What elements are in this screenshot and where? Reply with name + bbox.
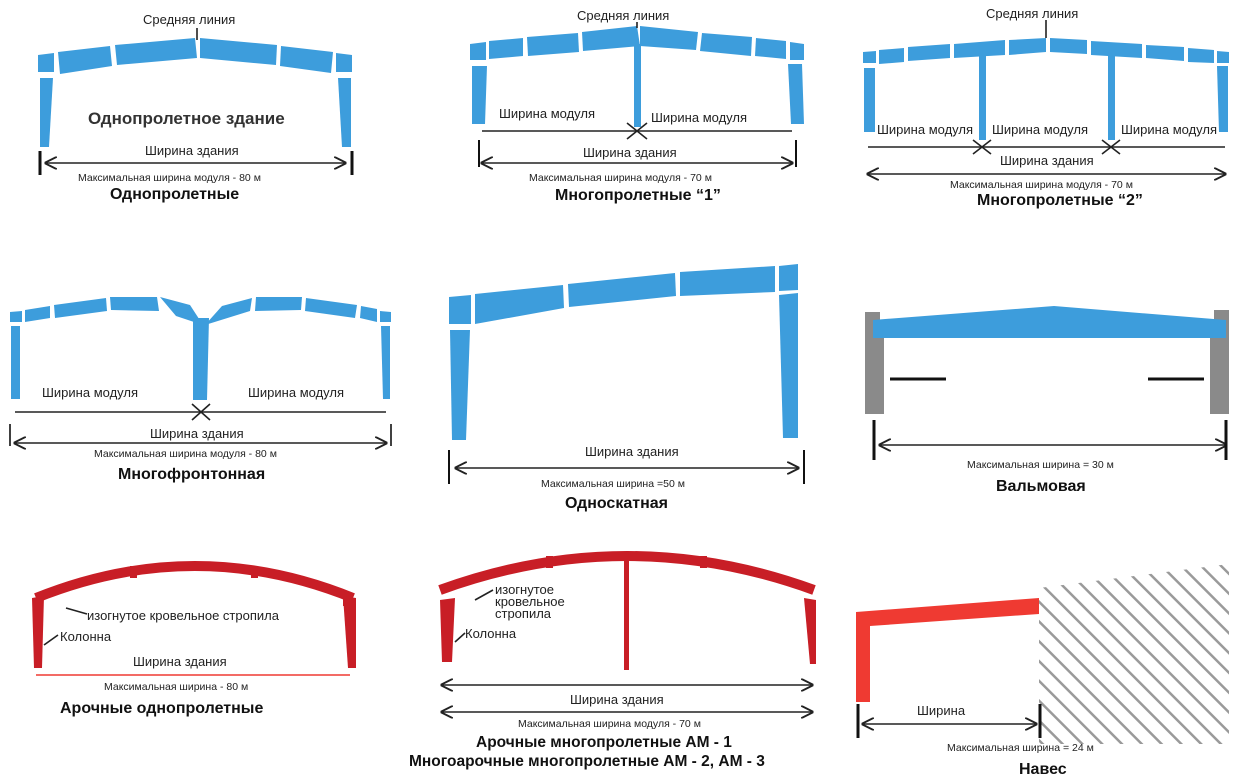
building-width-label: Ширина здания	[133, 654, 227, 669]
arch-multi-frame	[438, 551, 816, 670]
diagram-title: Арочные однопролетные	[60, 700, 263, 717]
max-width-label: Максимальная ширина =50 м	[541, 478, 685, 490]
max-width-label: Максимальная ширина = 30 м	[967, 459, 1114, 471]
rafter-label-1: изогнутое	[495, 582, 554, 597]
diagram-title-2: Многоарочные многопролетные АМ - 2, АМ -…	[409, 753, 765, 770]
diagram-arch-single-span: изогнутое кровельное стропила Колонна Ши…	[32, 561, 356, 717]
diagram-title: Вальмовая	[996, 478, 1086, 495]
diagram-multi-span-1: Средняя линия Ширина модуля Ширина модул…	[470, 8, 804, 204]
column-label: Колонна	[60, 629, 112, 644]
diagram-multi-gable: Ширина модуля Ширина модуля Ширина здани…	[9, 297, 392, 483]
max-width-label: Максимальная ширина модуля - 80 м	[78, 172, 261, 184]
rafter-pointer	[65, 607, 88, 615]
module-width-3-label: Ширина модуля	[1121, 122, 1217, 137]
building-width-label: Ширина здания	[585, 444, 679, 459]
diagram-title: Навес	[1019, 761, 1067, 778]
single-span-frame	[38, 38, 352, 147]
dimension-cross	[972, 139, 992, 155]
max-width-label: Максимальная ширина модуля - 80 м	[94, 448, 277, 460]
centerline-label: Средняя линия	[143, 12, 235, 27]
building-width-label: Ширина здания	[583, 145, 677, 160]
building-width-label: Ширина здания	[150, 426, 244, 441]
diagram-hip-roof: Максимальная ширина = 30 м Вальмовая	[865, 306, 1229, 495]
single-span-inner-label: Однопролетное здание	[88, 109, 285, 128]
multi-span-1-frame	[470, 26, 804, 127]
centerline-label: Средняя линия	[577, 8, 669, 23]
canopy-frame	[856, 598, 1039, 702]
building-width-label: Ширина здания	[570, 692, 664, 707]
module-width-right-label: Ширина модуля	[651, 110, 747, 125]
hip-roof	[873, 306, 1226, 338]
arch-single-frame	[32, 561, 356, 668]
module-width-left-label: Ширина модуля	[499, 106, 595, 121]
wall-left-inner	[880, 338, 884, 414]
diagram-title-1: Арочные многопролетные АМ - 1	[476, 734, 732, 751]
wall-right-inner	[1210, 338, 1214, 414]
rafter-label-3: стропила	[495, 606, 552, 621]
diagram-mono-pitch: Ширина здания Максимальная ширина =50 м …	[448, 264, 805, 512]
max-width-label: Максимальная ширина - 80 м	[104, 681, 248, 693]
module-width-right-label: Ширина модуля	[248, 385, 344, 400]
existing-building-hatched	[1039, 564, 1229, 744]
rafter-label-2: кровельное	[495, 594, 565, 609]
module-width-left-label: Ширина модуля	[42, 385, 138, 400]
width-label: Ширина	[917, 703, 966, 718]
diagram-canopy: Ширина Максимальная ширина = 24 м Навес	[856, 564, 1229, 778]
max-width-label: Максимальная ширина модуля - 70 м	[950, 179, 1133, 191]
diagram-title: Многопролетные “1”	[555, 187, 721, 204]
max-width-label: Максимальная ширина модуля - 70 м	[518, 718, 701, 730]
column-pointer	[454, 632, 466, 643]
max-width-label: Максимальная ширина модуля - 70 м	[529, 172, 712, 184]
module-width-1-label: Ширина модуля	[877, 122, 973, 137]
building-width-label: Ширина здания	[1000, 153, 1094, 168]
multi-gable-frame	[10, 297, 391, 400]
mono-pitch-frame	[449, 264, 798, 440]
dimension-cross	[191, 403, 211, 421]
diagram-multi-span-2: Средняя линия Ширина модуля Ширина модул…	[863, 6, 1229, 209]
dimension-cross	[1101, 139, 1121, 155]
centerline-label: Средняя линия	[986, 6, 1078, 21]
diagram-arch-multi-span: изогнутое кровельное стропила Колонна Ши…	[409, 551, 816, 770]
rafter-pointer	[474, 589, 494, 601]
multi-span-2-frame	[863, 38, 1229, 140]
dimension-cross	[626, 122, 648, 140]
diagram-title: Многопролетные “2”	[977, 192, 1143, 209]
diagram-single-span: Средняя линия Однопролетное здание Ширин…	[38, 12, 354, 203]
building-width-label: Ширина здания	[145, 143, 239, 158]
diagram-title: Многофронтонная	[118, 466, 265, 483]
column-label: Колонна	[465, 626, 517, 641]
max-width-label: Максимальная ширина = 24 м	[947, 742, 1094, 754]
diagram-title: Однопролетные	[110, 186, 239, 203]
diagram-title: Односкатная	[565, 495, 668, 512]
column-pointer	[43, 634, 59, 646]
rafter-label: изогнутое кровельное стропила	[87, 608, 280, 623]
module-width-2-label: Ширина модуля	[992, 122, 1088, 137]
